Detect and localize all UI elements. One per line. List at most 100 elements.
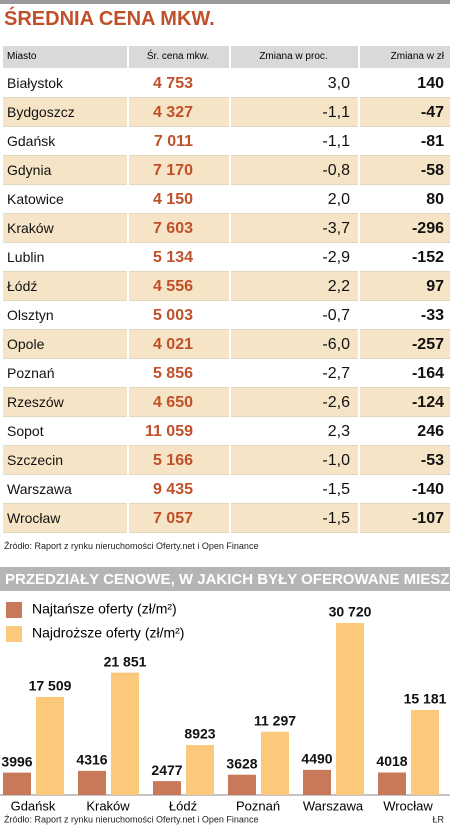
value-label: 4316 bbox=[76, 752, 107, 768]
value-label: 30 720 bbox=[329, 604, 372, 620]
table-cell: 4 556 bbox=[129, 272, 229, 301]
bar bbox=[3, 772, 31, 795]
table-cell: -164 bbox=[360, 359, 450, 388]
table-cell: 9 435 bbox=[129, 475, 229, 504]
table-cell: Opole bbox=[3, 330, 127, 359]
table-cell: Gdańsk bbox=[3, 127, 127, 156]
bar bbox=[261, 731, 289, 795]
chart-title-band bbox=[0, 567, 450, 591]
table-cell: -2,9 bbox=[231, 243, 358, 272]
table-cell: Rzeszów bbox=[3, 388, 127, 417]
bar bbox=[228, 774, 256, 795]
table-cell: Poznań bbox=[3, 359, 127, 388]
table-cell: -2,6 bbox=[231, 388, 358, 417]
legend-label: Najtańsze oferty (zł/m²) bbox=[32, 601, 177, 617]
table-cell: Wrocław bbox=[3, 504, 127, 533]
value-label: 21 851 bbox=[104, 653, 147, 669]
table-cell: 7 057 bbox=[129, 504, 229, 533]
table-cell: 5 856 bbox=[129, 359, 229, 388]
table-cell: -3,7 bbox=[231, 214, 358, 243]
table-cell: Sopot bbox=[3, 417, 127, 446]
bar bbox=[111, 672, 139, 795]
column-header: Zmiana w zł bbox=[360, 46, 450, 68]
table-cell: 4 753 bbox=[129, 69, 229, 98]
table-cell: -124 bbox=[360, 388, 450, 417]
table-cell: -1,1 bbox=[231, 98, 358, 127]
table-cell: 5 003 bbox=[129, 301, 229, 330]
value-label: 2477 bbox=[151, 762, 182, 778]
table-cell: Gdynia bbox=[3, 156, 127, 185]
value-label: 11 297 bbox=[254, 712, 296, 728]
x-tick-label: Warszawa bbox=[303, 798, 364, 813]
table-cell: -33 bbox=[360, 301, 450, 330]
table-cell: -0,7 bbox=[231, 301, 358, 330]
table-cell: -1,0 bbox=[231, 446, 358, 475]
signature: ŁR bbox=[432, 814, 444, 824]
table-cell: 246 bbox=[360, 417, 450, 446]
table-cell: 7 603 bbox=[129, 214, 229, 243]
table-cell: 5 166 bbox=[129, 446, 229, 475]
column-header: Zmiana w proc. bbox=[231, 46, 358, 68]
chart-source: Źródło: Raport z rynku nieruchomości Ofe… bbox=[4, 814, 258, 824]
value-label: 3996 bbox=[1, 753, 32, 769]
value-label: 17 509 bbox=[29, 678, 72, 694]
chart: Najtańsze oferty (zł/m²) Najdroższe ofert… bbox=[0, 601, 450, 824]
bar bbox=[36, 696, 64, 795]
legend-swatch bbox=[6, 626, 22, 642]
value-label: 4490 bbox=[301, 751, 332, 767]
legend-swatch bbox=[6, 602, 22, 618]
table-cell: -296 bbox=[360, 214, 450, 243]
table-cell: -257 bbox=[360, 330, 450, 359]
table-cell: Katowice bbox=[3, 185, 127, 214]
x-tick-label: Łódź bbox=[169, 798, 197, 813]
value-label: 4018 bbox=[376, 753, 407, 769]
x-tick-label: Poznań bbox=[236, 798, 280, 813]
top-rule bbox=[0, 0, 450, 4]
value-label: 8923 bbox=[184, 726, 215, 742]
table-cell: -6,0 bbox=[231, 330, 358, 359]
table-cell: 80 bbox=[360, 185, 450, 214]
table-cell: -107 bbox=[360, 504, 450, 533]
table-cell: Kraków bbox=[3, 214, 127, 243]
table-cell: 7 011 bbox=[129, 127, 229, 156]
value-label: 15 181 bbox=[404, 691, 447, 707]
bar bbox=[303, 769, 331, 795]
x-tick-label: Gdańsk bbox=[11, 798, 56, 813]
table-cell: -47 bbox=[360, 98, 450, 127]
table-cell: 7 170 bbox=[129, 156, 229, 185]
x-tick-label: Wrocław bbox=[383, 798, 433, 813]
bar bbox=[78, 770, 106, 795]
chart-title: PRZEDZIAŁY CENOWE, W JAKICH BYŁY OFEROWA… bbox=[5, 571, 450, 588]
table-cell: Olsztyn bbox=[3, 301, 127, 330]
table-cell: Łódź bbox=[3, 272, 127, 301]
table-cell: 2,2 bbox=[231, 272, 358, 301]
bar bbox=[378, 772, 406, 795]
table-cell: 2,3 bbox=[231, 417, 358, 446]
table-cell: 4 150 bbox=[129, 185, 229, 214]
table-cell: 3,0 bbox=[231, 69, 358, 98]
table-cell: Szczecin bbox=[3, 446, 127, 475]
x-tick-label: Kraków bbox=[86, 798, 130, 813]
table-cell: -2,7 bbox=[231, 359, 358, 388]
table-cell: -53 bbox=[360, 446, 450, 475]
bar bbox=[336, 622, 364, 795]
bar bbox=[153, 781, 181, 795]
table-cell: Bydgoszcz bbox=[3, 98, 127, 127]
table-cell: -140 bbox=[360, 475, 450, 504]
legend-label: Najdroższe oferty (zł/m²) bbox=[32, 625, 184, 641]
table-cell: -58 bbox=[360, 156, 450, 185]
table-cell: -1,5 bbox=[231, 475, 358, 504]
table-cell: 140 bbox=[360, 69, 450, 98]
table-cell: 97 bbox=[360, 272, 450, 301]
bar bbox=[411, 709, 439, 795]
table-cell: -1,1 bbox=[231, 127, 358, 156]
table-cell: Białystok bbox=[3, 69, 127, 98]
table-cell: 4 327 bbox=[129, 98, 229, 127]
table-cell: 2,0 bbox=[231, 185, 358, 214]
table-cell: 5 134 bbox=[129, 243, 229, 272]
table-cell: -1,5 bbox=[231, 504, 358, 533]
value-label: 3628 bbox=[226, 755, 257, 771]
table-cell: Warszawa bbox=[3, 475, 127, 504]
table-cell: 4 021 bbox=[129, 330, 229, 359]
